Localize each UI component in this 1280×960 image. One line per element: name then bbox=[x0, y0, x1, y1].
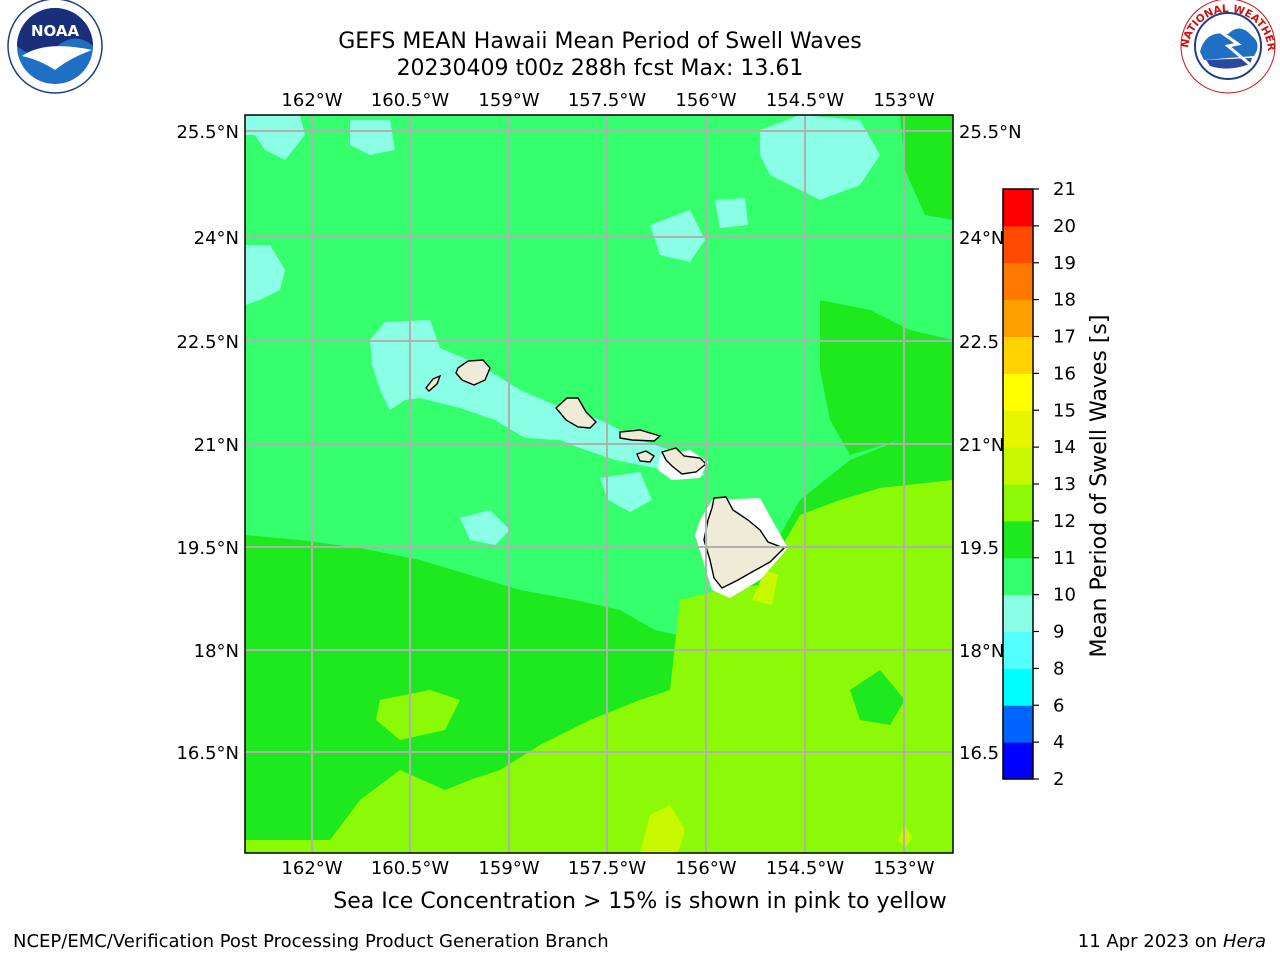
field-9-10-south bbox=[460, 510, 510, 545]
field-11-12-patch bbox=[850, 670, 905, 725]
island-lanai bbox=[636, 450, 655, 463]
colorbar-tick-label-11: 16 bbox=[1053, 363, 1076, 384]
colorbar-tick-label-4: 9 bbox=[1053, 622, 1064, 643]
longitude-labels-top: 162°W 160.5°W 159°W 157.5°W 156°W 154.5°W 153°… bbox=[281, 90, 934, 111]
lat-label-left-5: 18°N bbox=[194, 641, 239, 662]
lat-label-right-0: 25.5°N bbox=[959, 122, 1022, 143]
field-9-10-south2 bbox=[600, 472, 652, 512]
colorbar-tick-label-5: 10 bbox=[1053, 585, 1076, 606]
colorbar-tick-label-1: 4 bbox=[1053, 732, 1064, 753]
lon-label-top-4: 156°W bbox=[675, 90, 736, 111]
colorbar-swatch-3 bbox=[1003, 631, 1033, 669]
lon-label-top-6: 153°W bbox=[873, 90, 934, 111]
colorbar-tick-label-3: 8 bbox=[1053, 658, 1064, 679]
colorbar-swatch-5 bbox=[1003, 557, 1033, 596]
field-12-13-west bbox=[376, 690, 460, 740]
lat-label-left-6: 16.5°N bbox=[176, 743, 239, 764]
field-11-12-ne bbox=[900, 115, 953, 220]
map-frame bbox=[244, 114, 954, 854]
chart-subtitle: 20230409 t00z 288h fcst Max: 13.61 bbox=[397, 56, 804, 81]
colorbar-label: Mean Period of Swell Waves [s] bbox=[1087, 315, 1112, 658]
island-kauai bbox=[455, 359, 491, 386]
island-oahu bbox=[555, 397, 597, 429]
field-9-10-west bbox=[245, 245, 285, 305]
chart-title: GEFS MEAN Hawaii Mean Period of Swell Wa… bbox=[338, 29, 862, 54]
colorbar-tick-label-10: 15 bbox=[1053, 400, 1076, 421]
colorbar-tick-label-9: 14 bbox=[1053, 437, 1076, 458]
colorbar-tick-label-2: 6 bbox=[1053, 695, 1064, 716]
island-maui bbox=[660, 447, 708, 475]
lon-label-bottom-6: 153°W bbox=[873, 858, 934, 879]
lon-label-top-5: 154.5°W bbox=[766, 90, 845, 111]
lat-label-right-1: 24°N bbox=[959, 228, 1004, 249]
colorbar-swatch-13 bbox=[1003, 262, 1033, 301]
lon-label-top-3: 157.5°W bbox=[568, 90, 647, 111]
lon-label-bottom-5: 154.5°W bbox=[766, 858, 845, 879]
island-niihau bbox=[425, 374, 442, 392]
colorbar-tick-label-7: 12 bbox=[1053, 511, 1076, 532]
colorbar-swatch-10 bbox=[1003, 373, 1033, 411]
field-9-10-ne3 bbox=[715, 198, 748, 228]
field-13-14-a bbox=[752, 570, 778, 605]
lat-label-right-6: 16.5 bbox=[959, 743, 999, 764]
lat-label-right-5: 18°N bbox=[959, 641, 1004, 662]
lat-label-left-2: 22.5°N bbox=[176, 332, 239, 353]
colorbar-swatch-1 bbox=[1003, 705, 1033, 743]
lat-label-left-3: 21°N bbox=[194, 435, 239, 456]
noaa-logo-text: NOAA bbox=[31, 22, 80, 40]
colorbar-tick-label-15: 20 bbox=[1053, 216, 1076, 237]
colorbar-swatch-8 bbox=[1003, 447, 1033, 485]
lon-label-bottom-0: 162°W bbox=[281, 858, 342, 879]
colorbar: 2 4 6 8 9 10 11 12 13 14 15 16 17 18 19 20 21 bbox=[1002, 179, 1076, 790]
footer-date: 11 Apr 2023 on Hera bbox=[1078, 931, 1266, 952]
latitude-labels-left: 25.5°N 24°N 22.5°N 21°N 19.5°N 18°N 16.5°N bbox=[176, 122, 239, 764]
island-molokai bbox=[619, 429, 662, 442]
field-9-10-north bbox=[350, 120, 395, 155]
lat-label-right-3: 21°N bbox=[959, 435, 1004, 456]
field-12-13 bbox=[245, 480, 953, 853]
colorbar-swatch-12 bbox=[1003, 299, 1033, 337]
colorbar-tick-label-6: 11 bbox=[1053, 548, 1076, 569]
lat-label-left-1: 24°N bbox=[194, 228, 239, 249]
colorbar-tick-label-14: 19 bbox=[1053, 253, 1076, 274]
lat-label-right-4: 19.5 bbox=[959, 538, 999, 559]
colorbar-tick-label-13: 18 bbox=[1053, 290, 1076, 311]
footer-date-text: 11 Apr 2023 on bbox=[1077, 931, 1223, 952]
colorbar-tick-label-16: 21 bbox=[1053, 179, 1076, 200]
lat-label-right-2: 22.5 bbox=[959, 332, 999, 353]
lon-label-bottom-3: 157.5°W bbox=[568, 858, 647, 879]
colorbar-tick-label-12: 17 bbox=[1053, 327, 1076, 348]
swell-period-map bbox=[245, 115, 953, 853]
colorbar-swatch-15 bbox=[1003, 189, 1033, 227]
lon-label-bottom-4: 156°W bbox=[675, 858, 736, 879]
longitude-labels-bottom: 162°W 160.5°W 159°W 157.5°W 156°W 154.5°W 153°… bbox=[281, 858, 934, 879]
colorbar-swatch-7 bbox=[1003, 484, 1033, 522]
sea-ice-note: Sea Ice Concentration > 15% is shown in … bbox=[333, 889, 947, 914]
colorbar-swatch-6 bbox=[1003, 520, 1033, 559]
footer-machine: Hera bbox=[1222, 931, 1266, 952]
colorbar-swatch-9 bbox=[1003, 410, 1033, 448]
field-9-10-nw bbox=[245, 115, 305, 160]
colorbar-swatch-14 bbox=[1003, 225, 1033, 264]
lon-label-top-0: 162°W bbox=[281, 90, 342, 111]
colorbar-swatch-0 bbox=[1003, 742, 1033, 780]
field-11-12-east bbox=[820, 300, 953, 455]
colorbar-tick-label-8: 13 bbox=[1053, 474, 1076, 495]
lon-label-bottom-1: 160.5°W bbox=[371, 858, 450, 879]
field-13-14-b bbox=[640, 805, 685, 853]
colorbar-swatch-4 bbox=[1003, 594, 1033, 632]
lon-label-top-1: 160.5°W bbox=[371, 90, 450, 111]
latitude-labels-right: 25.5°N 24°N 22.5 21°N 19.5 18°N 16.5 bbox=[959, 122, 1022, 764]
lon-label-bottom-2: 159°W bbox=[478, 858, 539, 879]
lon-label-top-2: 159°W bbox=[478, 90, 539, 111]
footer-credit: NCEP/EMC/Verification Post Processing Pr… bbox=[13, 931, 609, 952]
colorbar-swatch-2 bbox=[1003, 668, 1033, 706]
colorbar-swatch-11 bbox=[1003, 336, 1033, 374]
noaa-logo: NOAA bbox=[7, 0, 103, 94]
colorbar-tick-label-0: 2 bbox=[1053, 769, 1064, 790]
graticule bbox=[245, 115, 953, 853]
field-9-10-ne bbox=[760, 115, 880, 200]
lat-label-left-4: 19.5°N bbox=[176, 538, 239, 559]
lat-label-left-0: 25.5°N bbox=[176, 122, 239, 143]
